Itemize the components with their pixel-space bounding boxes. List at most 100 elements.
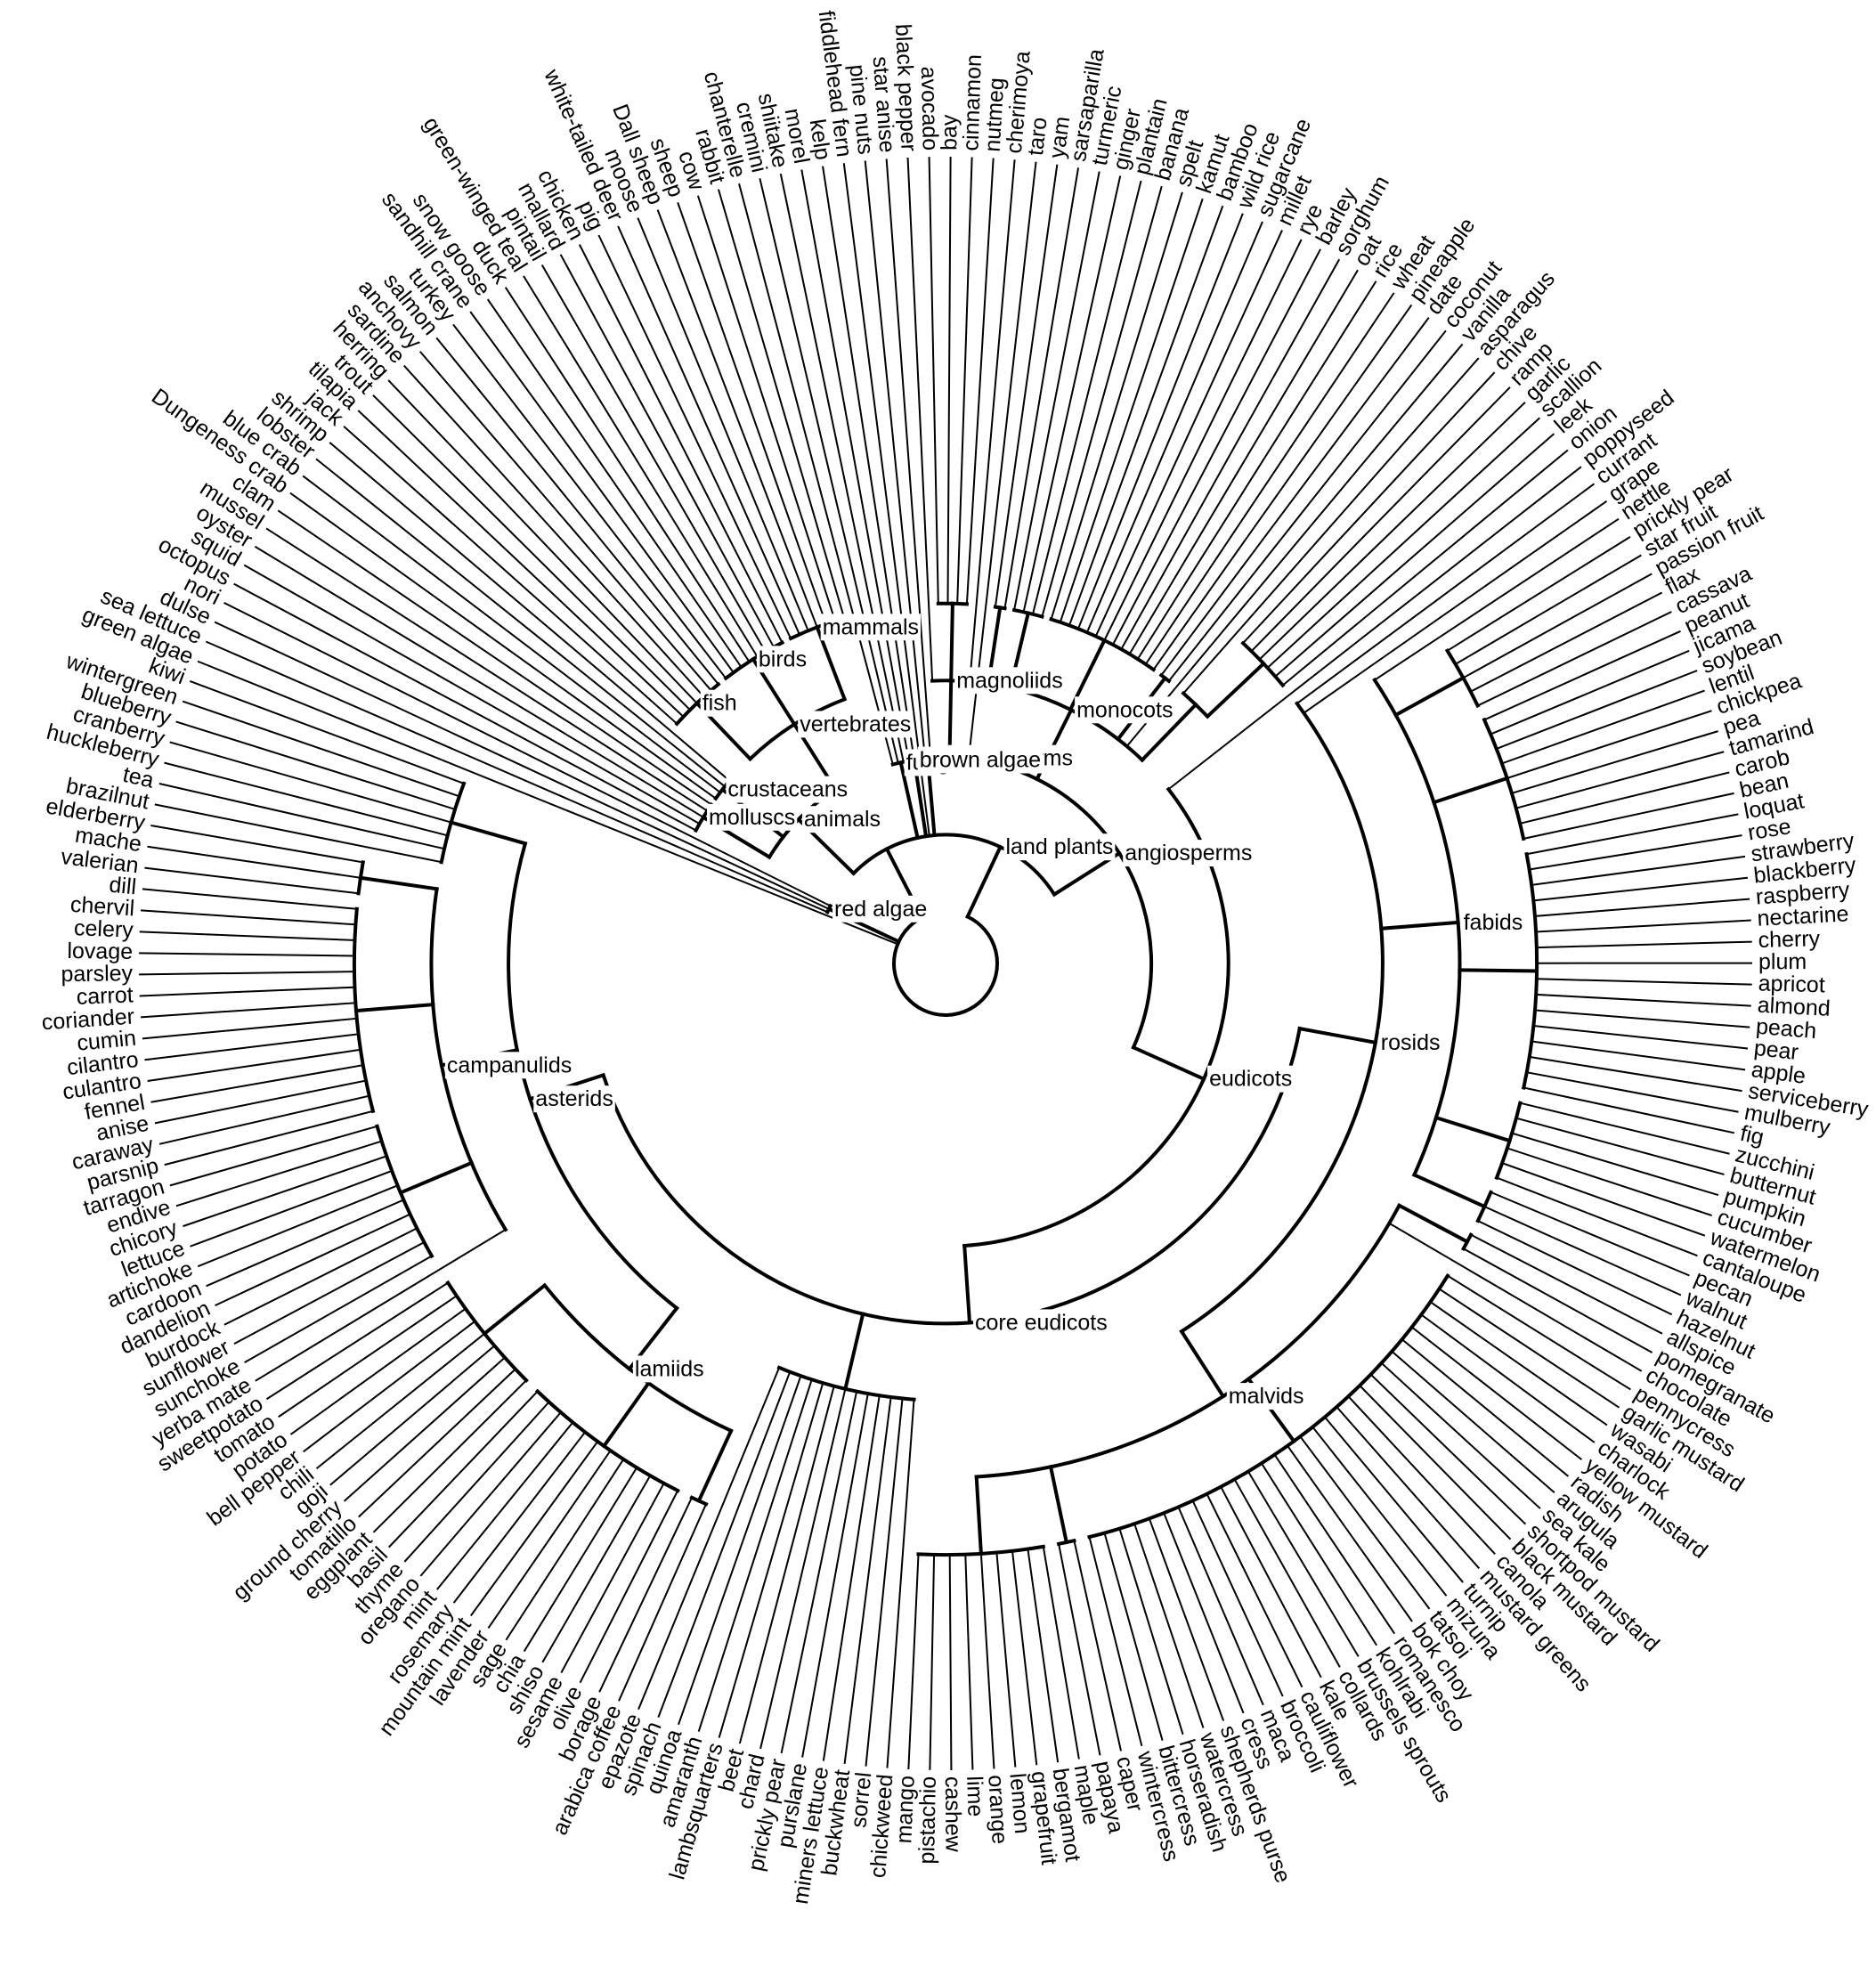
leaf-label-almond: almond xyxy=(1757,993,1831,1021)
clade-label-crustaceans: crustaceans xyxy=(727,777,848,802)
clade-label-asterids: asterids xyxy=(535,1086,613,1111)
branch-tamarind xyxy=(1515,751,1725,809)
branch-sea-kale xyxy=(1380,1361,1541,1509)
branch-stem xyxy=(1048,1464,1069,1545)
branch-ramp xyxy=(1250,386,1511,653)
clade-label-background xyxy=(1003,833,1116,861)
branch-arc xyxy=(1521,851,1539,1090)
clade-label-background xyxy=(820,614,922,641)
branch-taro xyxy=(967,161,1037,760)
branch-chive xyxy=(1241,371,1496,645)
branch-oyster xyxy=(254,545,705,819)
branch-mango xyxy=(907,1553,920,1770)
branch-dall-sheep xyxy=(656,209,818,629)
branch-pennycress xyxy=(1446,1274,1631,1391)
branch-carob xyxy=(1518,771,1730,825)
branch-kale xyxy=(1219,1485,1322,1678)
branch-stem xyxy=(842,1312,865,1392)
branch-turmeric xyxy=(1012,171,1100,612)
branch-octopus xyxy=(233,582,697,832)
branch-prickly-pear xyxy=(780,1390,858,1754)
branch-miners-lettuce xyxy=(822,1394,881,1761)
branch-purslane xyxy=(801,1392,869,1758)
branch-kiwi xyxy=(189,680,466,785)
branch-shrimp xyxy=(329,442,731,783)
branch-squid xyxy=(243,564,702,825)
branch-tomatillo xyxy=(358,1368,517,1518)
branch-horseradish xyxy=(1118,1527,1184,1735)
clade-label-mammals: mammals xyxy=(823,614,919,639)
branch-caper xyxy=(1073,1540,1122,1752)
branch-shiitake xyxy=(779,173,905,763)
clade-label-campanulids: campanulids xyxy=(447,1053,572,1077)
branch-cranberry xyxy=(169,741,452,824)
branch-strawberry xyxy=(1531,855,1746,887)
branch-lobster xyxy=(315,458,727,788)
branch-dulse xyxy=(214,621,831,911)
branch-barley xyxy=(1111,248,1321,646)
branch-banana xyxy=(1041,185,1163,618)
branch-zucchini xyxy=(1519,1101,1730,1155)
branch-wintergreen xyxy=(182,700,461,798)
clade-label-red-algae: red algae xyxy=(834,897,927,922)
branch-wintercress xyxy=(1088,1535,1143,1747)
branch-mint xyxy=(435,1420,574,1590)
branch-arc xyxy=(1494,1101,1523,1181)
branch-cassava xyxy=(1476,611,1672,707)
branch-coriander xyxy=(140,1002,357,1019)
branch-stem xyxy=(601,1380,652,1449)
branch-rosemary xyxy=(452,1430,587,1604)
branch-pig xyxy=(597,234,792,640)
branch-stem xyxy=(353,1002,435,1013)
branch-celery xyxy=(139,931,356,941)
branch-passion-fruit xyxy=(1462,573,1653,679)
leaf-label-pear: pear xyxy=(1753,1036,1800,1065)
branch-lavender xyxy=(487,1449,612,1629)
branch-raspberry xyxy=(1533,898,1750,917)
branch-almond xyxy=(1535,993,1751,1007)
branch-arc xyxy=(1056,1538,1076,1547)
branch-arc-campanulids xyxy=(429,887,508,1232)
branch-cinnamon xyxy=(956,157,973,605)
leaf-label-taro: taro xyxy=(1023,116,1052,157)
branch-butternut xyxy=(1515,1117,1725,1175)
clade-label-background xyxy=(801,806,883,833)
branch-parsley xyxy=(139,971,356,976)
branch-mulberry xyxy=(1525,1071,1739,1113)
branch-millet xyxy=(1094,230,1283,638)
leaf-label-carrot: carrot xyxy=(76,982,134,1010)
branch-nutmeg xyxy=(965,158,995,606)
branch-cashew xyxy=(948,1554,953,1771)
branch-herring xyxy=(387,379,699,705)
branch-yam xyxy=(994,164,1059,608)
branch-chanterelle xyxy=(738,183,895,766)
branch-chili xyxy=(315,1332,486,1470)
leaf-label-chervil: chervil xyxy=(69,892,135,922)
branch-nectarine xyxy=(1535,919,1751,933)
branch-arc-asterids xyxy=(507,841,679,1311)
branch-pecan xyxy=(1490,1191,1690,1277)
branch-maple xyxy=(1042,1545,1080,1760)
branch-arc-lamiids xyxy=(541,1282,734,1434)
branch-caraway xyxy=(158,1094,370,1145)
branch-bamboo xyxy=(1068,205,1224,627)
branch-orange xyxy=(979,1552,995,1769)
branch-serviceberry xyxy=(1528,1055,1742,1093)
clade-label-background xyxy=(726,776,850,803)
branch-mountain-mint xyxy=(470,1440,599,1617)
clade-label-fabids: fabids xyxy=(1464,910,1523,935)
branch-cardoon xyxy=(206,1199,405,1288)
branch-rosids xyxy=(1297,1026,1378,1045)
clade-label-malvids: malvids xyxy=(1229,1384,1304,1409)
leaf-label-mango: mango xyxy=(891,1775,919,1844)
branch-yerba-mate xyxy=(255,1228,508,1382)
leaf-label-black-pepper: black pepper xyxy=(890,23,922,151)
branch-arc-root xyxy=(892,914,999,1017)
branch-bay xyxy=(946,156,952,605)
branch-brazilnut xyxy=(154,803,443,864)
branch-kohlrabi xyxy=(1260,1461,1377,1646)
branch-arabica-coffee xyxy=(618,1502,708,1702)
branch-stem xyxy=(358,875,439,891)
clade-label-vertebrates: vertebrates xyxy=(800,711,911,736)
